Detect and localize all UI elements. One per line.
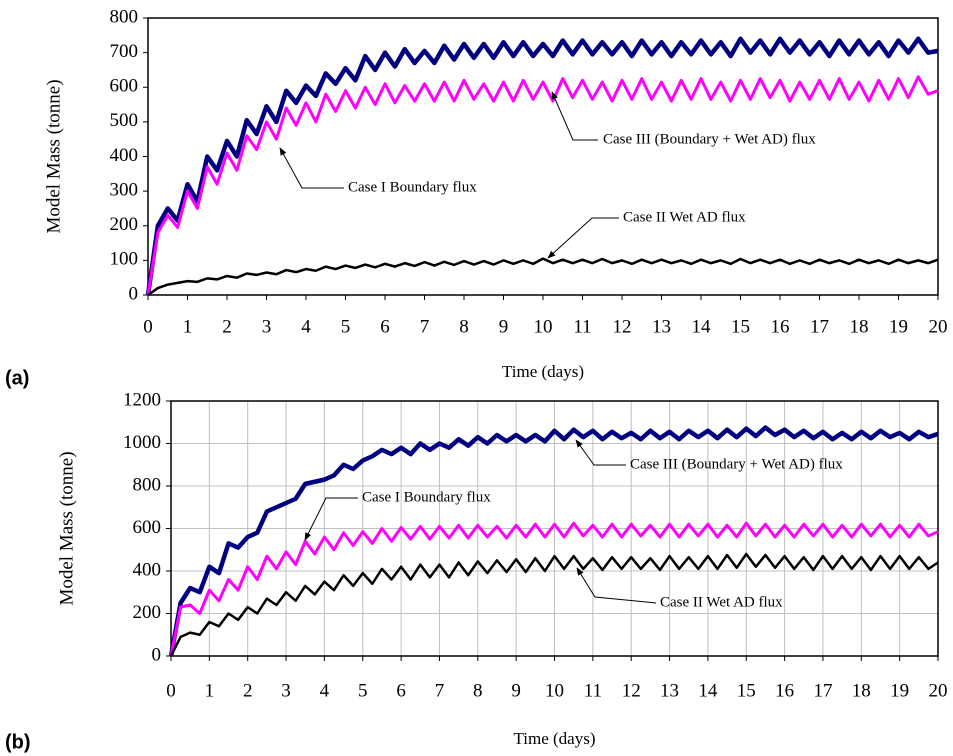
x-tick-label: 13 bbox=[652, 316, 671, 337]
x-tick-label: 20 bbox=[929, 316, 948, 337]
y-axis-label: Model Mass (tonne) bbox=[43, 79, 64, 233]
y-tick-label: 0 bbox=[129, 283, 139, 304]
series-line bbox=[168, 425, 939, 657]
y-tick-label: 600 bbox=[133, 517, 162, 538]
x-tick-label: 10 bbox=[534, 316, 553, 337]
y-tick-label: 400 bbox=[110, 145, 139, 166]
series-label: Case I Boundary flux bbox=[348, 179, 477, 195]
x-axis-label: Time (days) bbox=[502, 362, 584, 381]
x-tick-label: 10 bbox=[545, 680, 564, 701]
x-tick-label: 0 bbox=[166, 680, 176, 701]
x-tick-label: 9 bbox=[511, 680, 521, 701]
y-tick-label: 300 bbox=[110, 179, 139, 200]
series-label: Case II Wet AD flux bbox=[660, 594, 783, 610]
x-tick-label: 6 bbox=[396, 680, 406, 701]
series-line bbox=[147, 257, 939, 297]
x-tick-label: 19 bbox=[889, 316, 908, 337]
x-tick-label: 15 bbox=[731, 316, 750, 337]
y-tick-label: 800 bbox=[133, 474, 162, 495]
callout-arrow bbox=[576, 567, 657, 604]
x-tick-label: 11 bbox=[573, 316, 591, 337]
y-tick-label: 800 bbox=[110, 6, 139, 27]
x-tick-label: 19 bbox=[890, 680, 909, 701]
x-tick-label: 17 bbox=[810, 316, 829, 337]
callout-arrow bbox=[279, 147, 344, 189]
x-tick-label: 2 bbox=[243, 680, 253, 701]
y-tick-label: 1000 bbox=[123, 432, 161, 453]
x-tick-label: 8 bbox=[473, 680, 483, 701]
x-tick-label: 3 bbox=[262, 316, 272, 337]
x-axis-label: Time (days) bbox=[513, 729, 595, 748]
y-tick-label: 200 bbox=[110, 214, 139, 235]
x-tick-label: 3 bbox=[281, 680, 291, 701]
x-tick-label: 16 bbox=[771, 316, 790, 337]
series-label: Case III (Boundary + Wet AD) flux bbox=[630, 456, 843, 472]
y-tick-label: 1200 bbox=[123, 389, 161, 410]
y-tick-label: 0 bbox=[152, 644, 162, 665]
x-tick-label: 15 bbox=[737, 680, 756, 701]
y-tick-label: 500 bbox=[110, 110, 139, 131]
x-tick-label: 12 bbox=[613, 316, 632, 337]
y-tick-label: 200 bbox=[133, 602, 162, 623]
x-tick-label: 11 bbox=[584, 680, 602, 701]
series-label: Case II Wet AD flux bbox=[623, 209, 746, 225]
x-tick-label: 8 bbox=[459, 316, 469, 337]
x-tick-label: 18 bbox=[850, 316, 869, 337]
x-tick-label: 5 bbox=[341, 316, 351, 337]
x-tick-label: 1 bbox=[205, 680, 215, 701]
y-tick-label: 400 bbox=[133, 559, 162, 580]
panel-label: (b) bbox=[5, 731, 31, 753]
plot-frame bbox=[170, 400, 939, 657]
x-tick-label: 6 bbox=[380, 316, 390, 337]
series-line bbox=[145, 36, 939, 296]
series-line bbox=[169, 552, 939, 657]
x-tick-label: 1 bbox=[183, 316, 193, 337]
panel-label: (a) bbox=[5, 367, 29, 389]
series-line bbox=[146, 75, 939, 296]
y-tick-label: 700 bbox=[110, 41, 139, 62]
x-tick-label: 9 bbox=[499, 316, 509, 337]
y-axis-label: Model Mass (tonne) bbox=[56, 451, 77, 605]
x-tick-label: 17 bbox=[813, 680, 832, 701]
series-label: Case III (Boundary + Wet AD) flux bbox=[603, 131, 816, 147]
x-tick-label: 2 bbox=[222, 316, 232, 337]
series-line bbox=[169, 521, 939, 657]
y-tick-label: 100 bbox=[110, 249, 139, 270]
y-tick-label: 600 bbox=[110, 76, 139, 97]
callout-arrow bbox=[551, 91, 598, 141]
x-tick-label: 12 bbox=[622, 680, 641, 701]
callout-arrow bbox=[304, 497, 358, 541]
plot-frame bbox=[147, 17, 939, 296]
x-tick-label: 16 bbox=[775, 680, 794, 701]
x-tick-label: 14 bbox=[692, 316, 712, 337]
x-tick-label: 14 bbox=[698, 680, 718, 701]
x-tick-label: 4 bbox=[301, 316, 311, 337]
x-tick-label: 0 bbox=[143, 316, 153, 337]
series-label: Case I Boundary flux bbox=[362, 489, 491, 505]
x-tick-label: 7 bbox=[435, 680, 445, 701]
x-tick-label: 5 bbox=[358, 680, 368, 701]
x-tick-label: 13 bbox=[660, 680, 679, 701]
x-tick-label: 20 bbox=[929, 680, 948, 701]
callout-arrow bbox=[575, 439, 626, 466]
x-tick-label: 4 bbox=[320, 680, 330, 701]
x-tick-label: 18 bbox=[852, 680, 871, 701]
callout-arrow bbox=[547, 217, 619, 259]
x-tick-label: 7 bbox=[420, 316, 430, 337]
